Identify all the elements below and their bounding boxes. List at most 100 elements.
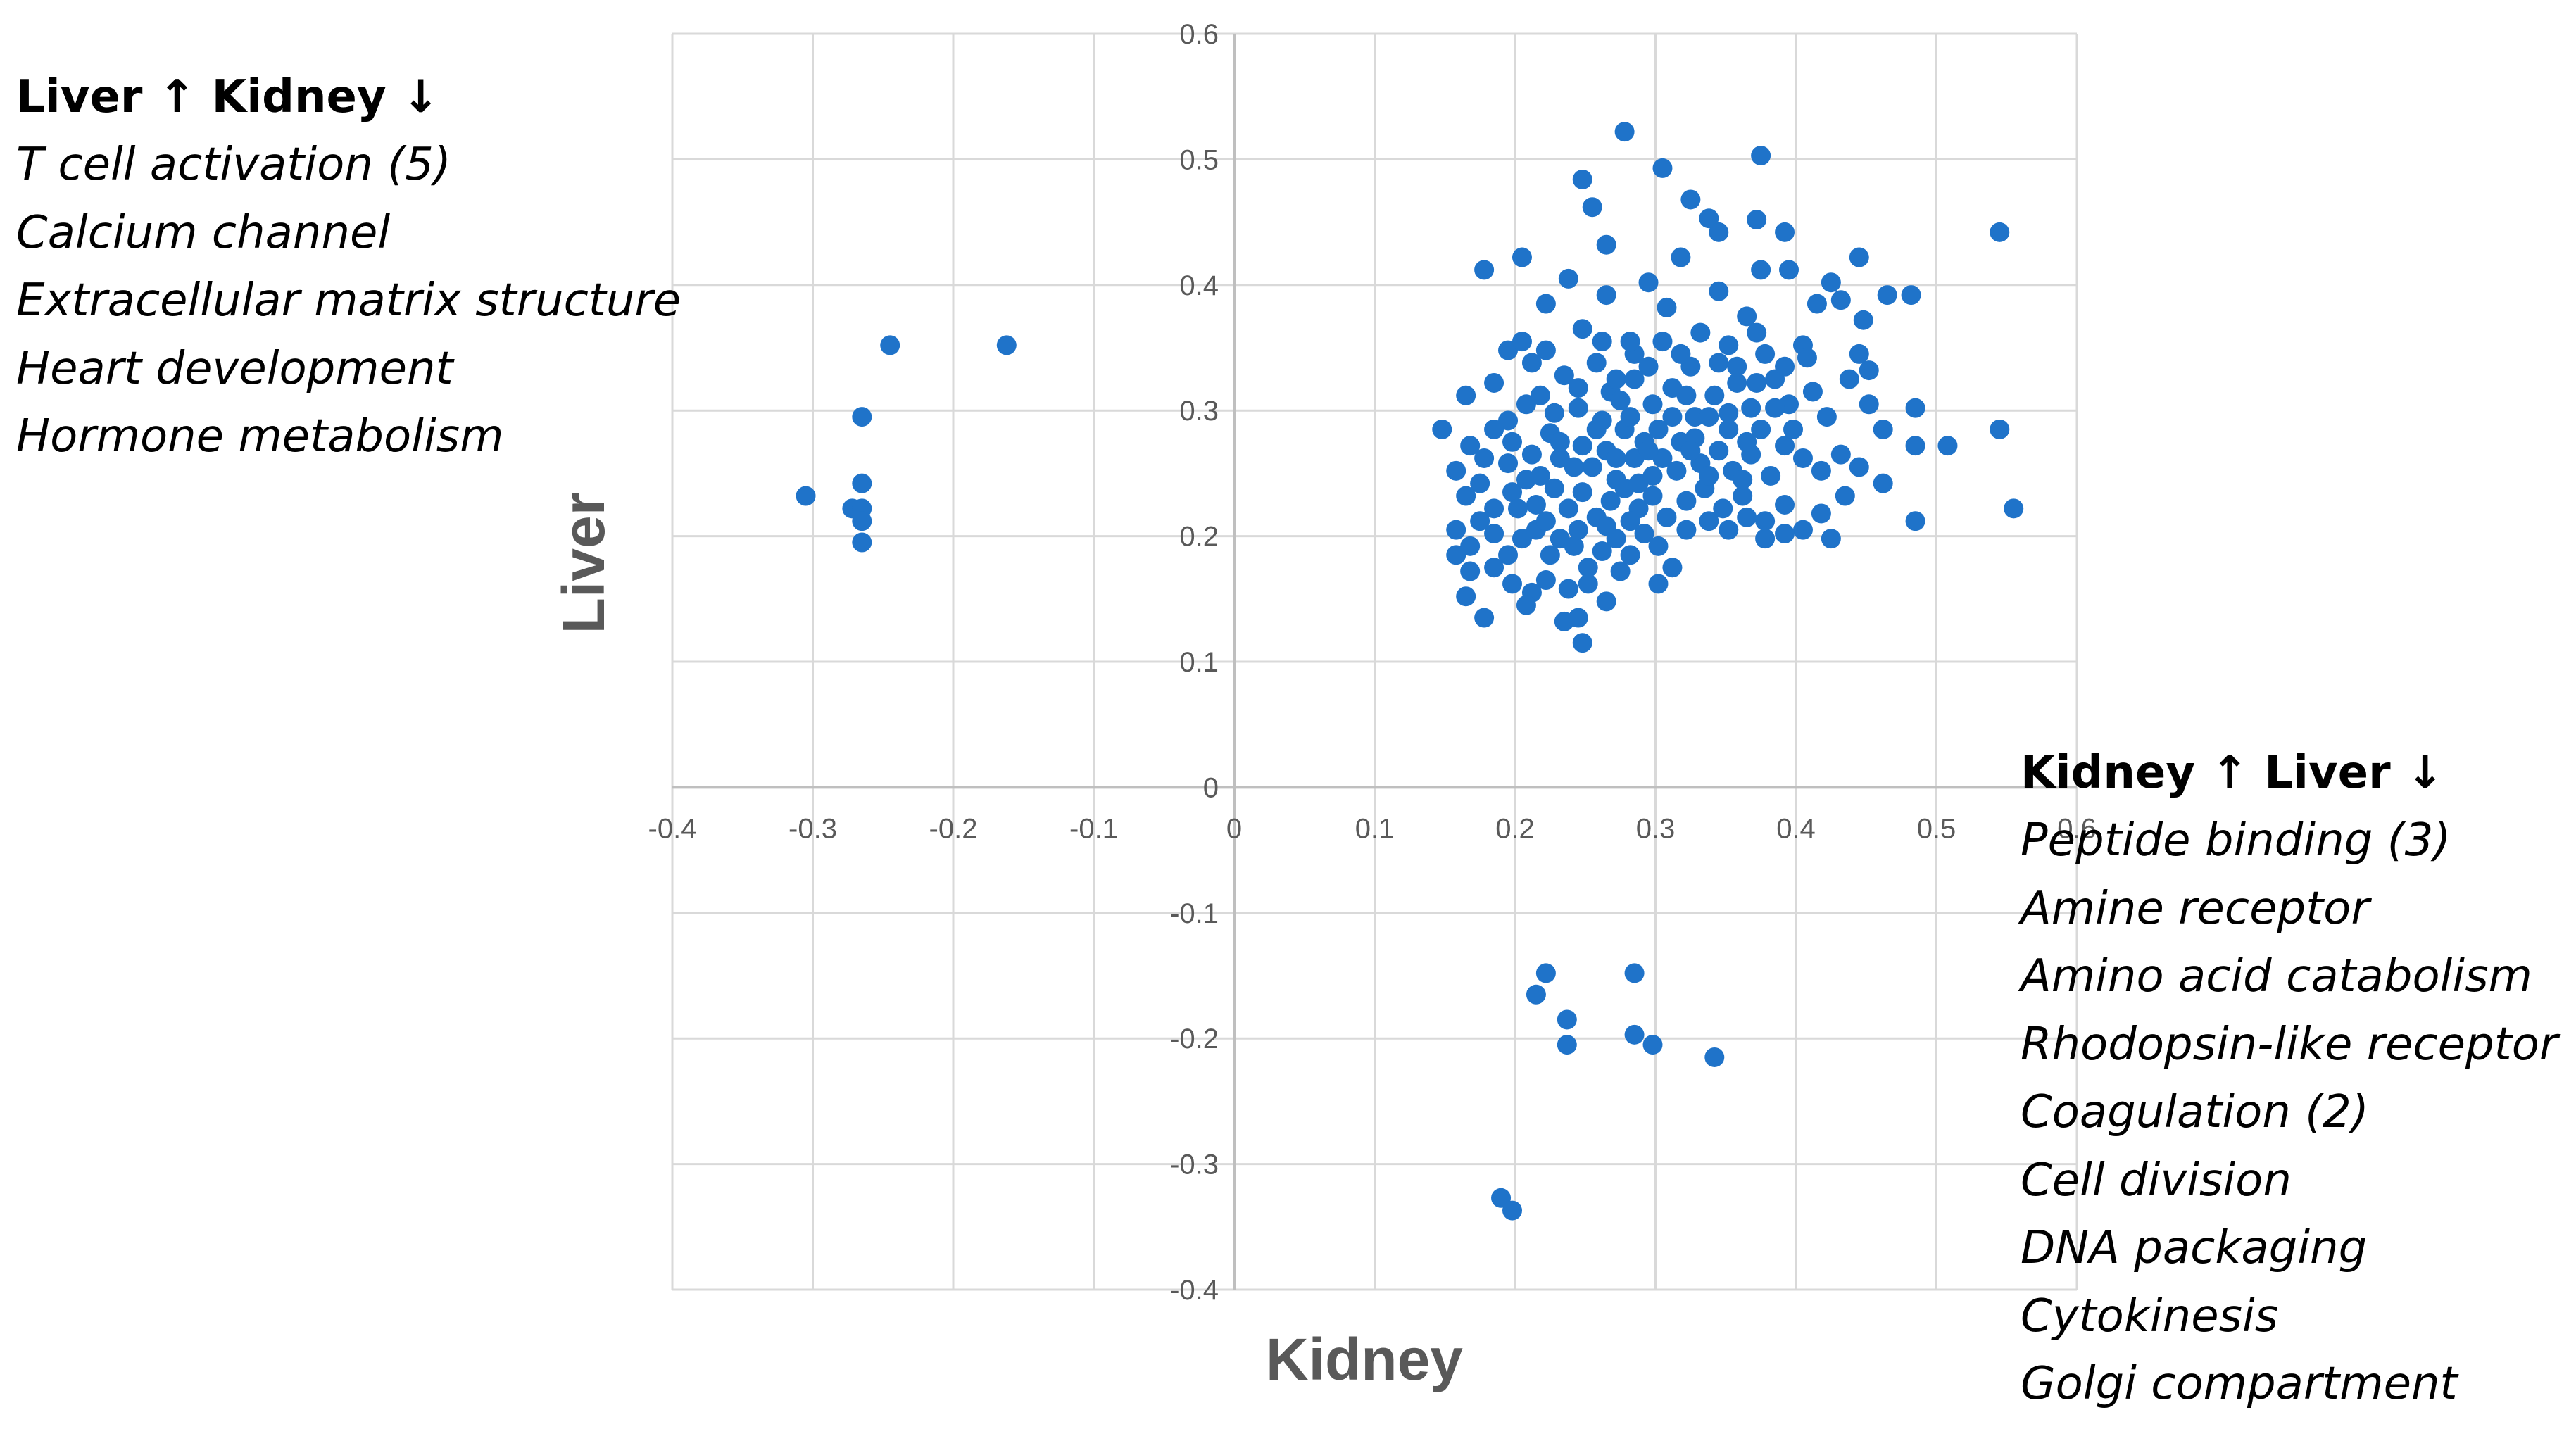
data-point <box>1484 419 1504 439</box>
data-point <box>2004 498 2024 519</box>
data-point <box>1572 169 1592 189</box>
data-point <box>1558 579 1578 599</box>
data-point <box>1582 457 1602 477</box>
data-point <box>1849 457 1869 477</box>
data-point <box>1807 294 1827 314</box>
data-point <box>1685 407 1705 427</box>
x-tick-label: 0.4 <box>1776 813 1816 844</box>
data-point <box>1572 482 1592 503</box>
data-point <box>1657 297 1677 317</box>
data-point <box>1905 511 1925 531</box>
data-point <box>1761 465 1781 486</box>
data-point <box>1446 545 1466 565</box>
y-tick-label: -0.4 <box>1170 1275 1219 1306</box>
data-point <box>1830 290 1851 310</box>
data-point <box>1704 1047 1725 1067</box>
x-tick-label: -0.2 <box>929 813 978 844</box>
data-point <box>1596 234 1616 255</box>
data-point <box>1737 306 1757 327</box>
data-point <box>1544 403 1564 423</box>
data-point <box>1530 465 1550 486</box>
data-point <box>1474 260 1495 280</box>
kidney-up-term: Amine receptor <box>2021 882 2370 935</box>
liver-up-terms: T cell activation (5) Calcium channel Extr… <box>16 131 681 471</box>
data-point <box>1502 432 1523 452</box>
data-point <box>1535 570 1556 591</box>
data-point <box>1568 608 1588 628</box>
data-point <box>1676 520 1697 540</box>
data-point <box>1709 441 1729 461</box>
x-tick-label: -0.3 <box>788 813 837 844</box>
data-point <box>1484 498 1504 519</box>
liver-up-annotation: Liver ↑ Kidney ↓ T cell activation (5) Ca… <box>16 63 681 471</box>
data-point <box>1783 419 1804 439</box>
data-point <box>1507 498 1528 519</box>
x-tick-label: 0.2 <box>1495 813 1535 844</box>
data-point <box>1690 322 1711 343</box>
x-tick-label: -0.1 <box>1069 813 1118 844</box>
data-point <box>1624 963 1645 983</box>
data-point <box>1709 353 1729 373</box>
data-point <box>880 335 900 355</box>
data-point <box>1530 385 1550 405</box>
data-point <box>1737 507 1757 527</box>
kidney-up-term: Rhodopsin-like receptor <box>2021 1018 2558 1071</box>
data-point <box>1775 495 1795 515</box>
data-point <box>1592 541 1612 562</box>
data-point <box>1775 524 1795 544</box>
liver-up-term: T cell activation (5) <box>16 139 451 191</box>
data-point <box>1592 332 1612 352</box>
data-point <box>1516 394 1536 415</box>
data-point <box>852 407 872 427</box>
data-point <box>1709 222 1729 242</box>
data-point <box>852 511 872 531</box>
data-point <box>1526 984 1546 1005</box>
x-tick-label: 0.3 <box>1636 813 1676 844</box>
x-axis-label: Kidney <box>1266 1326 1463 1392</box>
data-point <box>1709 281 1729 301</box>
data-point <box>1564 536 1584 556</box>
data-point <box>1516 595 1536 615</box>
x-tick-label: 0.6 <box>2057 813 2097 844</box>
data-point <box>1727 372 1747 393</box>
data-point <box>1652 332 1673 352</box>
data-point <box>1554 365 1574 386</box>
data-point <box>1733 470 1753 490</box>
data-point <box>1638 272 1659 293</box>
y-tick-label: -0.2 <box>1170 1024 1219 1055</box>
data-point <box>1873 473 1893 493</box>
data-point <box>1484 372 1504 393</box>
data-point <box>1456 385 1476 405</box>
data-point <box>1680 189 1701 210</box>
y-tick-label: 0.5 <box>1179 144 1219 175</box>
data-point <box>1859 360 1879 381</box>
data-point <box>1652 158 1673 178</box>
data-point <box>1741 398 1761 418</box>
data-point <box>1484 524 1504 544</box>
data-point <box>1699 465 1719 486</box>
data-point <box>1676 385 1697 405</box>
data-point <box>1755 344 1776 364</box>
kidney-up-term: Amino acid catabolism <box>2021 950 2532 1002</box>
data-point <box>1620 511 1640 531</box>
y-tick-label: 0.4 <box>1179 270 1219 301</box>
liver-up-heading: Liver ↑ Kidney ↓ <box>16 71 440 123</box>
data-point <box>1792 520 1813 540</box>
data-point <box>1642 486 1663 506</box>
data-point <box>1792 448 1813 468</box>
y-axis-ticks: 0.6 0.5 0.4 0.3 0.2 0.1 0 -0.1 -0.2 -0.3 -0.4 <box>1170 19 1219 1306</box>
data-point <box>1671 247 1691 267</box>
data-point <box>1620 407 1640 427</box>
data-point <box>1578 574 1598 594</box>
data-point <box>1474 608 1495 628</box>
data-point <box>1432 419 1452 439</box>
data-point <box>1568 520 1588 540</box>
y-tick-label: 0.1 <box>1179 647 1219 678</box>
data-point <box>996 335 1017 355</box>
data-point <box>1572 319 1592 339</box>
data-point <box>1699 208 1719 229</box>
data-point <box>1498 453 1519 474</box>
data-point <box>1830 444 1851 465</box>
data-point <box>1512 332 1532 352</box>
data-point <box>1765 398 1785 418</box>
